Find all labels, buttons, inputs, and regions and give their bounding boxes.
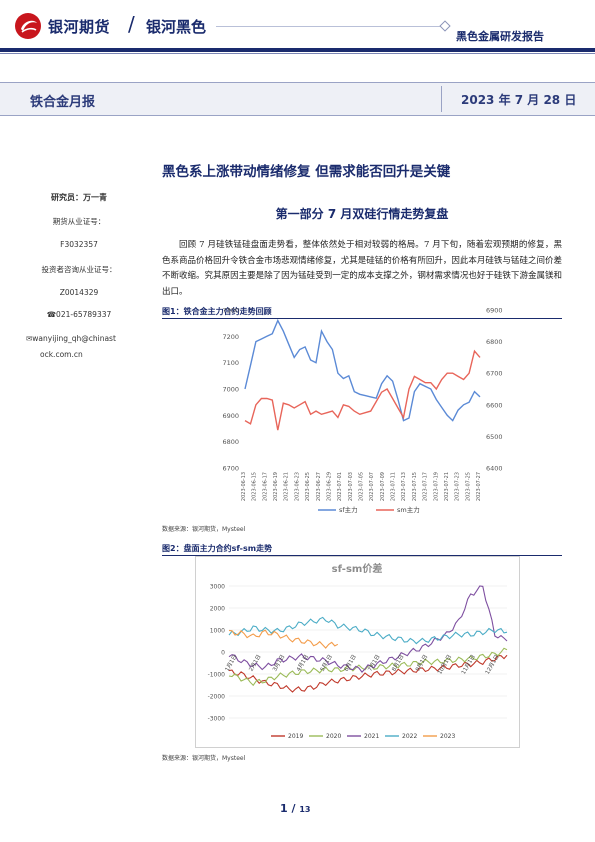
y-tick-label: 1000 (210, 628, 225, 635)
page-current: 1 (280, 802, 288, 815)
x-tick-label: 2023-06-17 (262, 472, 268, 501)
series-line-2020 (228, 647, 508, 687)
page-total: 13 (299, 805, 311, 814)
x-tick-label: 2023-06-13 (241, 472, 247, 501)
legend-label: sf主力 (339, 505, 358, 514)
legend-label: 2023 (440, 733, 455, 740)
chart-title: sf-sm价差 (332, 562, 383, 575)
figure1-rule (162, 318, 562, 319)
figure1-chart: 7300 7200 7100 7000 6900 6800 6700 6900 6800 6700… (222, 307, 503, 515)
y-right-tick-label: 6900 (486, 307, 503, 315)
brand-main-name: 银河期货 (48, 18, 111, 36)
phone-number: ☎021-65789337 (46, 310, 112, 319)
x-tick-label: 2023-07-05 (359, 472, 365, 501)
x-tick-label: 2023-07-21 (444, 472, 450, 501)
report-date: 2023 年 7 月 28 日 (461, 93, 577, 107)
y-right-tick-label: 6800 (486, 338, 503, 346)
legend-label: 2021 (364, 733, 379, 740)
series-line-2021 (228, 585, 508, 673)
report-band (0, 82, 595, 116)
y-right-tick-label: 6600 (486, 401, 503, 409)
x-tick-label: 2023-06-27 (316, 472, 322, 501)
advisor-label: 投资者咨询从业证号： (41, 265, 117, 274)
legend-label: 2022 (402, 733, 417, 740)
x-tick-label: 2023-06-25 (305, 472, 311, 501)
y-tick-label: 3000 (210, 584, 225, 591)
series-line-sf主力 (244, 318, 481, 422)
x-tick-label: 2023-07-01 (337, 472, 343, 501)
y-right-tick-label: 6400 (486, 465, 503, 473)
x-tick-label: 2023-07-27 (476, 472, 482, 501)
x-tick-label: 2023-06-19 (273, 472, 279, 501)
y-tick-label: -2000 (208, 694, 226, 701)
y-tick-label: -1000 (208, 672, 226, 679)
x-tick-label: 2023-07-07 (369, 472, 375, 501)
x-tick-label: 2023-06-15 (252, 472, 258, 501)
figure1-title: 图1：铁合金主力合约走势回顾 (162, 307, 272, 316)
y-tick-label: 0 (221, 650, 225, 657)
x-tick-label: 2023-07-03 (348, 472, 354, 501)
body-paragraph: 回顾 7 月硅铁锰硅盘面走势看，整体依然处于相对较弱的格局。7 月下旬，随着宏观… (162, 240, 562, 297)
header-rule (0, 48, 595, 52)
header-rule-thin (0, 53, 595, 54)
y-left-tick-label: 7300 (222, 307, 239, 315)
x-tick-label: 2023-07-25 (465, 472, 471, 501)
legend-label: 2020 (326, 733, 341, 740)
figure2-source: 数据来源：银河期货，Mysteel (162, 755, 246, 762)
y-left-tick-label: 7000 (222, 386, 239, 394)
y-left-tick-label: 6900 (222, 412, 239, 420)
x-tick-label: 2023-06-21 (284, 472, 290, 501)
license-number: F3032357 (60, 240, 98, 249)
x-tick-label: 2023-06-29 (326, 472, 332, 501)
y-left-tick-label: 6800 (222, 438, 239, 446)
x-tick-label: 2023-07-11 (391, 472, 397, 501)
x-tick-label: 2023-06-23 (294, 472, 300, 501)
band-separator (441, 86, 442, 112)
series-line-sm主力 (244, 349, 481, 431)
x-tick-label: 2023-07-17 (423, 472, 429, 501)
email-line-2[interactable]: ock.com.cn (40, 350, 83, 359)
x-tick-label: 2023-07-09 (380, 472, 386, 501)
license-label: 期货从业证号： (52, 217, 106, 226)
legend-label: sm主力 (397, 505, 420, 514)
y-tick-label: -3000 (208, 716, 226, 723)
x-tick-label: 2023-07-23 (455, 472, 461, 501)
brand-sub-name: 银河黑色 (146, 18, 207, 36)
x-tick-label: 2023-07-13 (401, 472, 407, 501)
x-tick-label: 2023-07-19 (433, 472, 439, 501)
section-title: 第一部分 7 月双硅行情走势复盘 (275, 207, 449, 221)
page-sep: / (287, 802, 300, 815)
page-number: 1 / 13 (280, 802, 310, 815)
advisor-number: Z0014329 (59, 288, 99, 297)
y-left-tick-label: 7200 (222, 333, 239, 341)
email-line-1[interactable]: ✉wanyijing_qh@chinast (26, 334, 116, 343)
diamond-icon (439, 20, 451, 32)
y-right-tick-label: 6700 (486, 370, 503, 378)
page-title: 黑色系上涨带动情绪修复 但需求能否回升是关键 (162, 164, 451, 180)
y-left-tick-label: 6700 (222, 465, 239, 473)
series-line-2023 (228, 629, 339, 649)
series-line-2022 (228, 616, 508, 645)
figure2-rule (162, 555, 562, 556)
header-divider-line (216, 26, 444, 27)
figure1-source: 数据来源：银河期货，Mysteel (162, 526, 246, 533)
y-tick-label: 2000 (210, 606, 225, 613)
legend-label: 2019 (288, 733, 303, 740)
report-type: 黑色金属研发报告 (456, 30, 544, 43)
y-left-tick-label: 7100 (222, 359, 239, 367)
figure2-title: 图2：盘面主力合约sf-sm走势 (162, 544, 273, 553)
x-tick-label: 2023-07-15 (412, 472, 418, 501)
report-name: 铁合金月报 (30, 95, 96, 110)
galaxy-logo-icon (15, 13, 41, 39)
series-line-2019 (228, 654, 508, 693)
researcher-name: 研究员：万一青 (51, 193, 107, 202)
y-right-tick-label: 6500 (486, 433, 503, 441)
brand-slash: / (128, 12, 135, 36)
